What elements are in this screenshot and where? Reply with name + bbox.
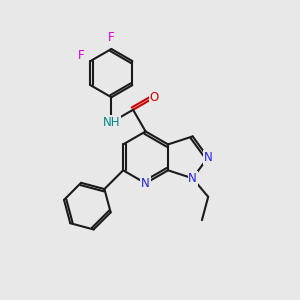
Text: N: N — [188, 172, 197, 185]
Text: F: F — [108, 31, 115, 44]
Text: N: N — [203, 151, 212, 164]
Text: N: N — [141, 177, 150, 190]
Text: NH: NH — [103, 116, 120, 129]
Text: F: F — [77, 49, 84, 62]
Text: O: O — [149, 91, 159, 104]
